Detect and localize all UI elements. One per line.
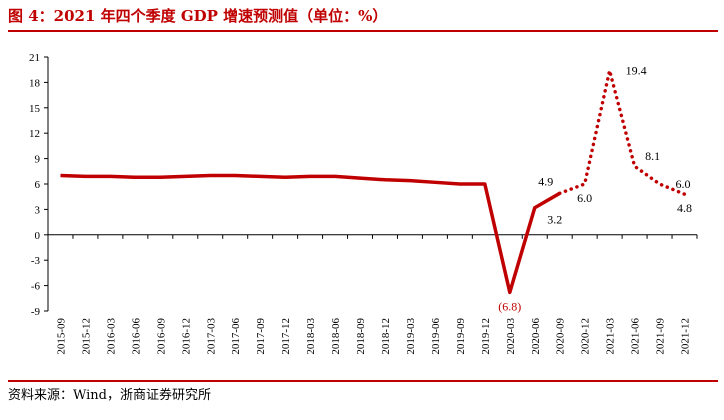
page-title: 图 4：2021 年四个季度 GDP 增速预测值（单位：%） <box>8 7 388 25</box>
y-tick-label: 21 <box>29 52 40 64</box>
data-label: 4.8 <box>677 201 692 215</box>
y-tick-label: 15 <box>29 103 41 115</box>
x-tick-label: 2015-12 <box>80 318 92 355</box>
x-tick-label: 2017-09 <box>255 318 267 355</box>
y-tick-label: 9 <box>35 154 41 166</box>
series-lines <box>60 68 687 295</box>
title-divider <box>8 30 718 32</box>
x-tick-label: 2019-12 <box>480 318 492 355</box>
forecast-series-line <box>557 68 687 196</box>
source-divider <box>8 380 718 382</box>
x-tick-label: 2020-09 <box>555 318 567 355</box>
x-tick-label: 2018-06 <box>330 318 342 355</box>
y-tick-label: 6 <box>35 179 41 191</box>
chart-axes <box>47 57 697 311</box>
x-tick-label: 2021-03 <box>605 318 617 355</box>
data-label: 19.4 <box>626 64 647 78</box>
x-tick-label: 2016-12 <box>180 318 192 355</box>
x-tick-label: 2017-12 <box>280 318 292 355</box>
y-tick-label: 12 <box>29 128 40 140</box>
data-label: 6.0 <box>676 177 691 191</box>
data-label: 8.1 <box>645 149 660 163</box>
x-tick-label: 2020-03 <box>505 318 517 355</box>
y-axis-ticks: -9 -6 -3 0 3 6 9 12 15 18 21 <box>29 52 48 318</box>
data-label: 3.2 <box>547 213 562 227</box>
x-tick-label: 2015-09 <box>55 318 67 355</box>
x-tick-label: 2016-09 <box>155 318 167 355</box>
x-tick-label: 2019-09 <box>455 318 467 355</box>
data-labels: (6.8) 3.2 4.9 6.0 19.4 8.1 6.0 4.8 <box>498 64 692 314</box>
x-tick-label: 2021-09 <box>655 318 667 355</box>
x-tick-label: 2018-12 <box>380 318 392 355</box>
x-tick-label: 2018-09 <box>355 318 367 355</box>
x-tick-label: 2021-06 <box>630 318 642 355</box>
x-tick-label: 2018-03 <box>305 318 317 355</box>
y-tick-label: -9 <box>31 306 41 318</box>
actual-series-line <box>60 173 561 295</box>
gdp-growth-line-chart: -9 -6 -3 0 3 6 9 12 15 18 21 2015-09 2015-12 2016-03… <box>29 52 698 355</box>
x-tick-label: 2019-03 <box>405 318 417 355</box>
data-label: (6.8) <box>498 299 521 313</box>
y-tick-label: -3 <box>31 255 41 267</box>
y-tick-label: 0 <box>35 230 41 242</box>
y-tick-label: -6 <box>31 281 41 293</box>
y-tick-label: 3 <box>35 204 41 216</box>
x-axis-ticks: 2015-09 2015-12 2016-03 2016-06 2016-09 2016-… <box>47 234 698 355</box>
source-note: 资料来源：Wind，浙商证券研究所 <box>8 388 211 403</box>
data-label: 4.9 <box>538 174 553 188</box>
x-tick-label: 2017-03 <box>205 318 217 355</box>
y-tick-label: 18 <box>29 77 41 89</box>
x-tick-label: 2016-03 <box>105 318 117 355</box>
x-tick-label: 2020-12 <box>580 318 592 355</box>
x-tick-label: 2017-06 <box>230 318 242 355</box>
x-tick-label: 2016-06 <box>130 318 142 355</box>
x-tick-label: 2020-06 <box>530 318 542 355</box>
x-tick-label: 2019-06 <box>430 318 442 355</box>
data-label: 6.0 <box>577 191 592 205</box>
x-tick-label: 2021-12 <box>680 318 692 355</box>
